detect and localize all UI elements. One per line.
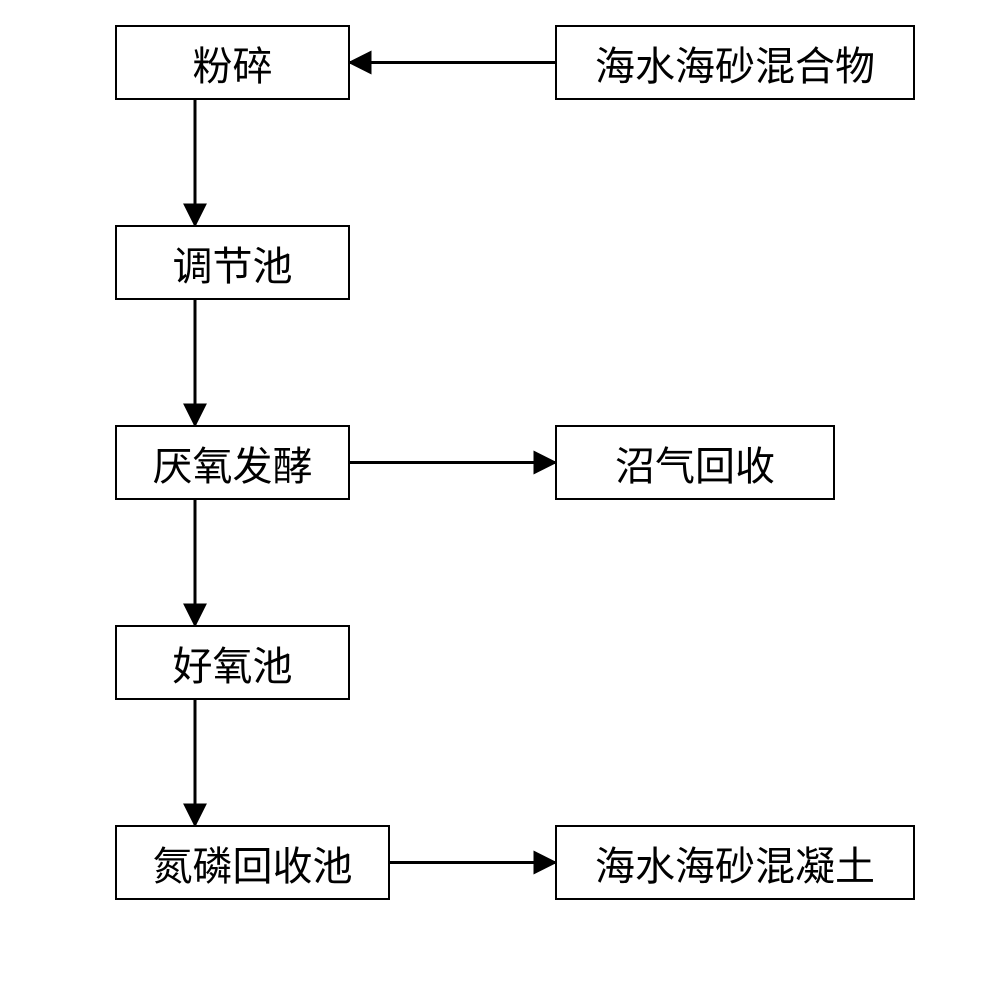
node-biogas: 沼气回收 — [555, 425, 835, 500]
node-label: 粉碎 — [193, 34, 273, 92]
flowchart-canvas: 粉碎 海水海砂混合物调节池厌氧发酵 沼气回收好氧池氮磷回收池 海水海砂混凝土 — [0, 0, 984, 1000]
node-label: 厌氧发酵 — [153, 434, 313, 492]
node-regulating: 调节池 — [115, 225, 350, 300]
node-label: 海水海砂混凝土 — [595, 834, 875, 892]
node-label: 氮磷回收池 — [153, 834, 353, 892]
node-aerobic: 好氧池 — [115, 625, 350, 700]
node-label: 好氧池 — [173, 634, 293, 692]
node-label: 海水海砂混合物 — [595, 34, 875, 92]
node-crush: 粉碎 — [115, 25, 350, 100]
node-label: 调节池 — [173, 234, 293, 292]
node-anaerobic: 厌氧发酵 — [115, 425, 350, 500]
node-np_recovery: 氮磷回收池 — [115, 825, 390, 900]
node-label: 沼气回收 — [615, 434, 775, 492]
node-seawater_mix: 海水海砂混合物 — [555, 25, 915, 100]
node-concrete: 海水海砂混凝土 — [555, 825, 915, 900]
